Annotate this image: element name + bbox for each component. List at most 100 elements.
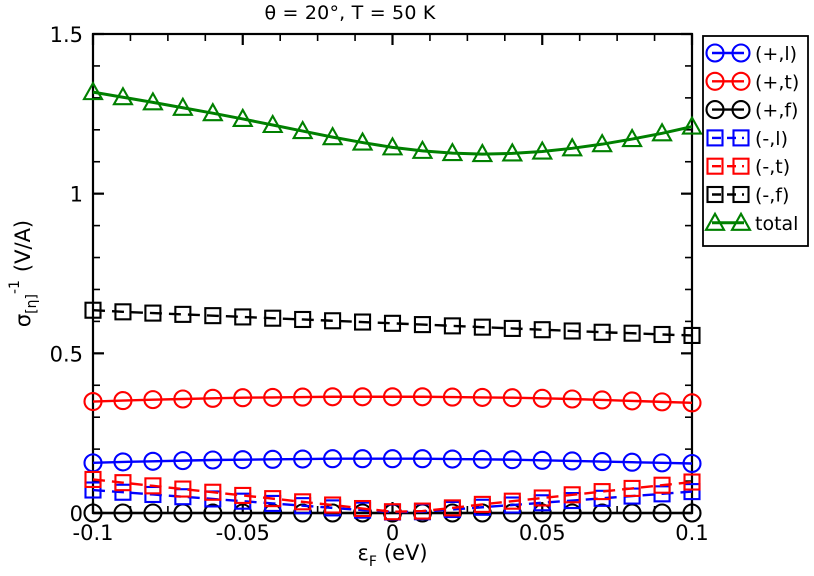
data-marker bbox=[591, 133, 613, 153]
triangle-marker bbox=[730, 211, 752, 231]
square-marker bbox=[294, 493, 312, 511]
x-tick-label: -0.05 bbox=[216, 521, 270, 545]
data-marker bbox=[623, 324, 641, 342]
data-marker bbox=[291, 119, 314, 140]
data-marker bbox=[472, 449, 492, 469]
data-marker bbox=[731, 43, 751, 63]
circle-marker bbox=[472, 387, 492, 407]
circle-marker bbox=[592, 390, 612, 410]
data-marker bbox=[173, 451, 193, 471]
data-marker bbox=[204, 483, 222, 501]
legend-item--t-[interactable]: (+,t) bbox=[705, 71, 800, 93]
plot-frame bbox=[91, 32, 694, 515]
series-line bbox=[92, 488, 693, 514]
data-marker bbox=[84, 470, 102, 489]
data-marker bbox=[732, 129, 750, 147]
data-marker bbox=[731, 71, 751, 91]
data-marker bbox=[503, 319, 521, 337]
square-marker bbox=[473, 495, 491, 513]
legend-item--f-[interactable]: (-,f) bbox=[706, 185, 790, 207]
circle-marker bbox=[652, 453, 672, 473]
triangle-marker bbox=[651, 122, 673, 142]
data-marker bbox=[264, 309, 282, 327]
circle-marker bbox=[705, 100, 725, 120]
circle-marker bbox=[532, 450, 552, 470]
circle-marker bbox=[83, 503, 103, 523]
circle-marker bbox=[323, 449, 343, 469]
x-tick-label: 0.1 bbox=[675, 521, 708, 545]
data-marker bbox=[83, 503, 103, 523]
square-marker bbox=[353, 313, 372, 331]
circle-marker bbox=[705, 71, 725, 91]
legend-layer[interactable]: (+,l) (+,t) (+,f) (-,l) (-,t) (-,f) total bbox=[702, 35, 809, 247]
square-marker bbox=[413, 502, 432, 520]
legend-item--l-[interactable]: (+,l) bbox=[705, 43, 798, 65]
data-marker bbox=[264, 490, 282, 508]
data-marker bbox=[473, 318, 491, 336]
square-marker bbox=[623, 324, 641, 342]
data-marker bbox=[731, 100, 751, 120]
legend-label: total bbox=[755, 213, 798, 235]
square-marker bbox=[234, 308, 252, 326]
data-marker bbox=[561, 137, 583, 157]
data-marker bbox=[411, 139, 434, 159]
data-marker bbox=[233, 503, 253, 523]
square-marker bbox=[443, 317, 461, 335]
series-line bbox=[92, 457, 693, 465]
data-marker bbox=[653, 476, 671, 494]
triangle-marker bbox=[381, 136, 404, 156]
circle-marker bbox=[233, 388, 253, 408]
triangle-marker bbox=[351, 131, 374, 151]
data-marker bbox=[563, 322, 581, 340]
data-marker bbox=[143, 451, 163, 471]
data-marker bbox=[114, 474, 132, 492]
triangle-marker bbox=[501, 142, 524, 162]
legend-item--f-[interactable]: (+,f) bbox=[705, 100, 799, 122]
legend-item-total[interactable]: total bbox=[704, 211, 798, 235]
data-marker bbox=[705, 43, 725, 63]
data-marker bbox=[323, 387, 343, 407]
data-marker bbox=[324, 312, 342, 330]
data-marker bbox=[144, 304, 162, 322]
circle-marker bbox=[263, 449, 283, 469]
legend-item--t-[interactable]: (-,t) bbox=[706, 156, 791, 178]
square-marker bbox=[706, 185, 724, 204]
square-marker bbox=[204, 307, 222, 325]
square-marker bbox=[413, 316, 432, 334]
data-marker bbox=[472, 387, 492, 407]
data-marker bbox=[682, 393, 702, 413]
circle-marker bbox=[83, 392, 103, 412]
data-marker bbox=[652, 392, 672, 412]
square-marker bbox=[563, 322, 581, 340]
data-marker bbox=[682, 503, 702, 523]
data-marker bbox=[441, 141, 464, 162]
circle-marker bbox=[731, 71, 751, 91]
data-marker bbox=[413, 316, 432, 334]
legend-label: (-,f) bbox=[755, 185, 789, 207]
circle-marker bbox=[233, 450, 253, 470]
square-marker bbox=[84, 470, 102, 489]
data-marker bbox=[172, 96, 194, 116]
data-marker bbox=[84, 301, 102, 319]
square-marker bbox=[732, 129, 750, 147]
data-marker bbox=[382, 449, 403, 469]
triangle-marker bbox=[681, 115, 703, 135]
circle-marker bbox=[442, 449, 462, 469]
data-marker bbox=[294, 493, 312, 511]
legend-item--l-[interactable]: (-,l) bbox=[706, 128, 789, 150]
data-marker bbox=[622, 452, 642, 472]
data-marker bbox=[353, 313, 372, 331]
data-marker bbox=[204, 307, 222, 325]
legend-label: (+,f) bbox=[755, 100, 798, 122]
data-marker bbox=[144, 477, 162, 495]
data-marker bbox=[705, 100, 725, 120]
square-marker bbox=[174, 305, 192, 323]
data-marker bbox=[592, 452, 612, 472]
data-marker bbox=[321, 126, 344, 146]
data-marker bbox=[234, 308, 252, 326]
circle-marker bbox=[502, 388, 522, 408]
circle-marker bbox=[502, 450, 522, 470]
triangle-marker bbox=[112, 86, 134, 106]
triangle-marker bbox=[531, 140, 554, 160]
